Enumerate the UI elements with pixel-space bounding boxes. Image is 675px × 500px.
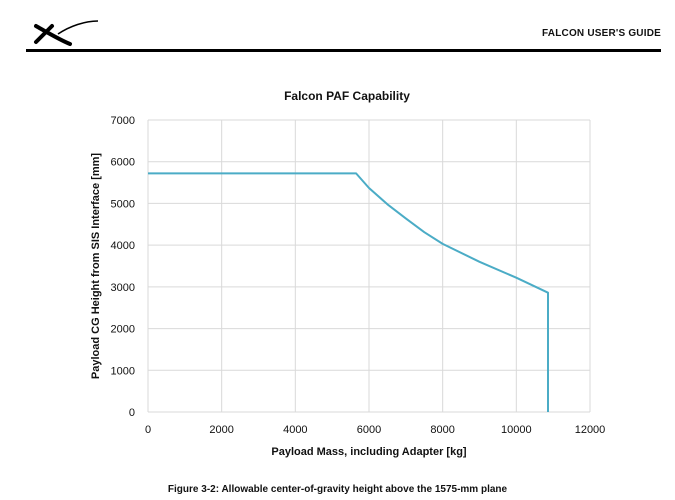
- y-tick-label: 7000: [111, 115, 135, 127]
- x-tick-label: 0: [145, 424, 151, 436]
- y-tick-label: 1000: [111, 365, 135, 377]
- y-tick-labels: 0 1000 2000 3000 4000 5000 6000 7000: [111, 115, 135, 419]
- x-tick-label: 4000: [283, 424, 307, 436]
- y-tick-label: 3000: [111, 282, 135, 294]
- x-tick-labels: 0 2000 4000 6000 8000 10000 12000: [145, 424, 605, 436]
- y-tick-label: 4000: [111, 240, 135, 252]
- spacex-x-logo-icon: [34, 20, 99, 46]
- x-tick-label: 2000: [209, 424, 233, 436]
- x-tick-label: 10000: [501, 424, 532, 436]
- series-group: [148, 172, 549, 412]
- x-axis-label: Payload Mass, including Adapter [kg]: [271, 446, 467, 458]
- document-title: FALCON USER'S GUIDE: [542, 28, 661, 39]
- grid: [147, 119, 591, 413]
- y-tick-label: 0: [129, 407, 135, 419]
- y-tick-label: 5000: [111, 198, 135, 210]
- y-axis-label: Payload CG Height from SIS Interface [mm…: [90, 153, 102, 379]
- y-tick-label: 6000: [111, 157, 135, 169]
- figure-caption: Figure 3-2: Allowable center-of-gravity …: [167, 484, 508, 495]
- series-line: [148, 172, 549, 412]
- chart-title: Falcon PAF Capability: [284, 89, 410, 103]
- x-tick-label: 6000: [357, 424, 381, 436]
- x-tick-label: 8000: [430, 424, 454, 436]
- y-tick-label: 2000: [111, 324, 135, 336]
- header-rule: [26, 49, 661, 52]
- x-tick-label: 12000: [575, 424, 606, 436]
